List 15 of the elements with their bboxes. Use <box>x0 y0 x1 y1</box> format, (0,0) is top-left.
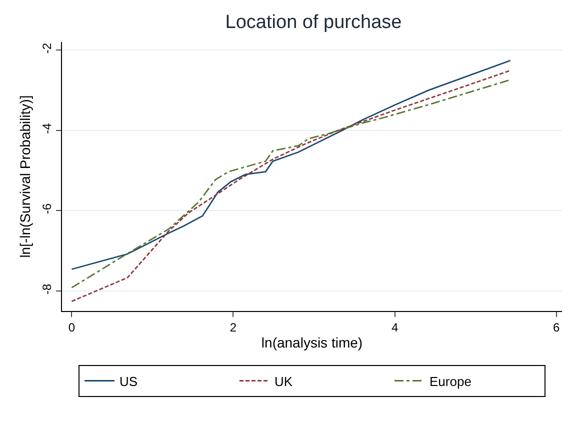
legend-label: Europe <box>430 374 472 389</box>
x-tick-label: 4 <box>391 320 398 334</box>
line-series <box>70 60 511 270</box>
x-axis-title: ln(analysis time) <box>261 334 363 351</box>
y-tick-label: -4 <box>40 122 54 134</box>
x-tick-label: 2 <box>230 320 237 334</box>
chart-title: Location of purchase <box>225 12 402 34</box>
y-tick-label: -2 <box>40 42 54 54</box>
legend-label: US <box>120 374 138 389</box>
y-tick-label: -8 <box>40 283 54 294</box>
y-axis-title: ln[-ln(Survival Probability)] <box>16 95 33 258</box>
x-tick-label: 0 <box>68 320 76 334</box>
y-tick-label: -6 <box>40 203 54 214</box>
legend-label: UK <box>274 374 293 389</box>
x-tick-label: 6 <box>553 320 560 334</box>
